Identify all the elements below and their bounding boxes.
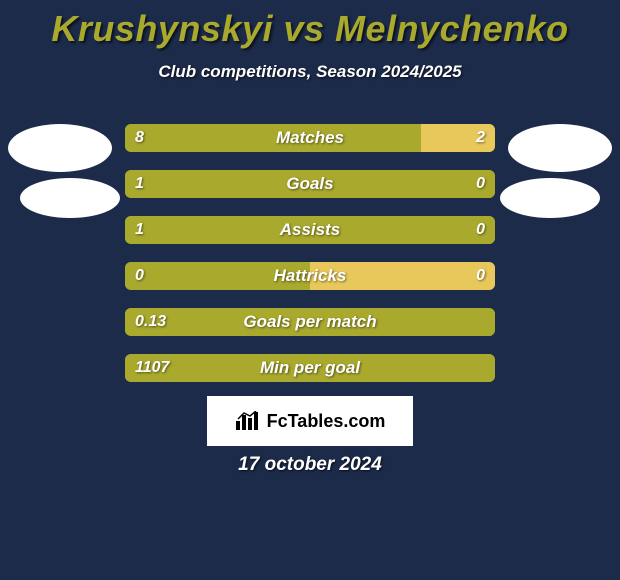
stat-label: Goals per match [125, 308, 495, 336]
stat-value-left: 8 [125, 124, 154, 152]
stat-value-right: 0 [466, 216, 495, 244]
stat-value-right: 2 [466, 124, 495, 152]
title: Krushynskyi vs Melnychenko [0, 0, 620, 50]
stat-label: Min per goal [125, 354, 495, 382]
stat-value-left: 1 [125, 216, 154, 244]
brand-text: FcTables.com [267, 411, 386, 432]
stat-value-left: 0.13 [125, 308, 176, 336]
player-left-avatar [8, 124, 112, 172]
vs-text: vs [283, 8, 324, 49]
stat-value-left: 1 [125, 170, 154, 198]
stat-value-right: 0 [466, 262, 495, 290]
stat-row: Min per goal1107 [125, 354, 495, 382]
stat-value-right: 0 [466, 170, 495, 198]
comparison-card: Krushynskyi vs Melnychenko Club competit… [0, 0, 620, 580]
stat-row: Assists1 0 [125, 216, 495, 244]
team-left-badge [20, 178, 120, 218]
stat-row: Hattricks0 0 [125, 262, 495, 290]
stat-label: Goals [125, 170, 495, 198]
stat-row: Goals1 0 [125, 170, 495, 198]
stats-bars: Matches82Goals10Assists10Hattricks00Goal… [125, 124, 495, 400]
brand-box: FcTables.com [207, 396, 413, 446]
subtitle: Club competitions, Season 2024/2025 [0, 62, 620, 82]
stat-label: Matches [125, 124, 495, 152]
chart-bars-icon [235, 411, 261, 431]
stat-label: Assists [125, 216, 495, 244]
team-right-badge [500, 178, 600, 218]
stat-value-right [475, 308, 495, 336]
player-left-name: Krushynskyi [51, 8, 273, 49]
stat-value-right [475, 354, 495, 382]
player-right-avatar [508, 124, 612, 172]
stat-label: Hattricks [125, 262, 495, 290]
stat-value-left: 1107 [125, 354, 179, 382]
stat-value-left: 0 [125, 262, 154, 290]
date-text: 17 october 2024 [0, 454, 620, 476]
stat-row: Goals per match0.13 [125, 308, 495, 336]
stat-row: Matches8 2 [125, 124, 495, 152]
player-right-name: Melnychenko [335, 8, 569, 49]
